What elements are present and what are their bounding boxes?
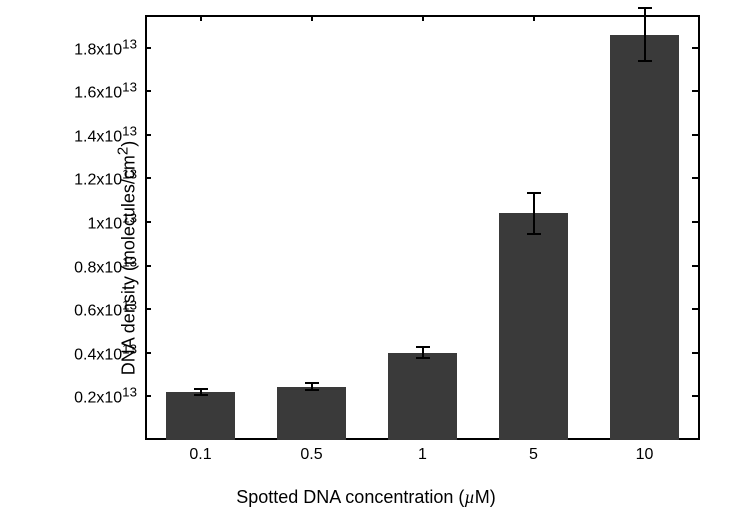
y-tick-mark-right	[692, 47, 698, 49]
error-bar-cap-top	[194, 388, 208, 390]
y-tick-mark-right	[692, 221, 698, 223]
bar	[388, 353, 457, 440]
bar	[277, 387, 346, 440]
x-axis-label: Spotted DNA concentration (µM)	[236, 487, 496, 508]
y-tick-mark-right	[692, 352, 698, 354]
y-tick-mark	[145, 352, 151, 354]
y-tick-label: 0.8x1013	[74, 254, 137, 277]
y-tick-label: 1.6x1013	[74, 80, 137, 103]
y-tick-mark	[145, 221, 151, 223]
y-tick-exp: 13	[122, 80, 137, 95]
y-tick-coef: 0.2x10	[74, 390, 122, 407]
error-bar-line	[533, 193, 535, 234]
y-tick-mark-right	[692, 395, 698, 397]
y-tick-mark	[145, 265, 151, 267]
y-tick-exp: 13	[122, 341, 137, 356]
y-tick-exp: 13	[122, 254, 137, 269]
y-tick-mark-right	[692, 90, 698, 92]
y-tick-label: 1.4x1013	[74, 123, 137, 146]
bar	[166, 392, 235, 440]
y-tick-label: 0.6x1013	[74, 298, 137, 321]
error-bar-line	[644, 8, 646, 60]
x-tick-label: 0.1	[189, 446, 211, 464]
bar	[610, 35, 679, 440]
error-bar-cap-bottom	[305, 389, 319, 391]
y-tick-exp: 13	[122, 123, 137, 138]
x-tick-mark-top	[533, 15, 535, 21]
y-tick-label: 1x1013	[87, 210, 137, 233]
x-tick-mark-top	[311, 15, 313, 21]
y-tick-mark-right	[692, 134, 698, 136]
bar	[499, 213, 568, 440]
y-tick-label: 0.4x1013	[74, 341, 137, 364]
y-tick-coef: 0.4x10	[74, 346, 122, 363]
error-bar-cap-bottom	[527, 233, 541, 235]
y-tick-label: 1.2x1013	[74, 167, 137, 190]
x-tick-label: 10	[636, 446, 654, 464]
y-tick-coef: 1.2x10	[74, 172, 122, 189]
y-tick-exp: 13	[122, 36, 137, 51]
error-bar-cap-bottom	[638, 60, 652, 62]
y-tick-exp: 13	[122, 167, 137, 182]
x-axis-label-prefix: Spotted DNA concentration (	[236, 487, 464, 507]
x-tick-mark-top	[200, 15, 202, 21]
y-tick-coef: 1.4x10	[74, 129, 122, 146]
y-tick-mark-right	[692, 265, 698, 267]
x-tick-label: 5	[529, 446, 538, 464]
y-tick-label: 0.2x1013	[74, 385, 137, 408]
chart-container: DNA density (molecules/cm2) Spotted DNA …	[0, 0, 732, 516]
y-tick-mark	[145, 395, 151, 397]
x-tick-mark-top	[422, 15, 424, 21]
y-tick-coef: 0.8x10	[74, 259, 122, 276]
error-bar-cap-top	[305, 382, 319, 384]
y-tick-exp: 13	[122, 210, 137, 225]
x-tick-label: 0.5	[300, 446, 322, 464]
error-bar-cap-top	[527, 192, 541, 194]
error-bar-cap-bottom	[194, 394, 208, 396]
y-tick-coef: 1.6x10	[74, 85, 122, 102]
error-bar-cap-top	[416, 346, 430, 348]
y-tick-coef: 1x10	[87, 216, 122, 233]
error-bar-cap-top	[638, 7, 652, 9]
x-axis-label-suffix: M)	[475, 487, 496, 507]
y-tick-exp: 13	[122, 385, 137, 400]
y-tick-coef: 1.8x10	[74, 41, 122, 58]
y-tick-mark	[145, 134, 151, 136]
x-axis-label-unit: µ	[464, 487, 474, 507]
y-tick-mark-right	[692, 177, 698, 179]
y-tick-mark	[145, 47, 151, 49]
error-bar-cap-bottom	[416, 357, 430, 359]
y-axis-label-super: 2	[115, 147, 132, 155]
y-tick-mark	[145, 308, 151, 310]
y-tick-coef: 0.6x10	[74, 303, 122, 320]
y-tick-exp: 13	[122, 298, 137, 313]
y-tick-mark	[145, 177, 151, 179]
x-tick-label: 1	[418, 446, 427, 464]
y-tick-label: 1.8x1013	[74, 36, 137, 59]
y-tick-mark-right	[692, 308, 698, 310]
y-tick-mark	[145, 90, 151, 92]
